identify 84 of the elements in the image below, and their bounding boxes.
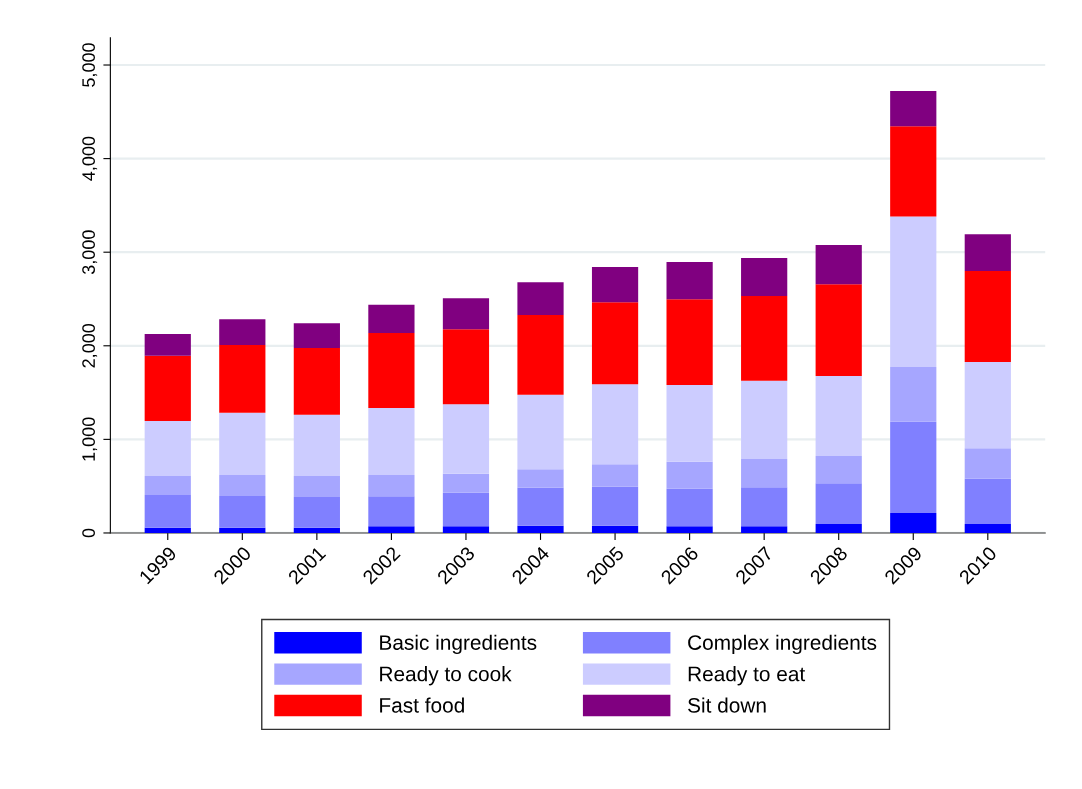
bar: [890, 126, 937, 217]
bar: [890, 512, 937, 533]
bar: [368, 408, 415, 475]
bar: [741, 258, 788, 296]
bar: [815, 483, 862, 524]
bar: [293, 527, 340, 533]
bar: [144, 475, 191, 495]
bar: [815, 284, 862, 377]
bar: [666, 299, 713, 385]
bar: [741, 296, 788, 381]
legend-label: Complex ingredients: [688, 634, 877, 655]
bar: [368, 496, 415, 527]
bar: [442, 492, 490, 527]
bar: [666, 461, 713, 489]
bar: [591, 302, 639, 385]
bar: [517, 394, 564, 470]
bar: [219, 474, 266, 496]
y-tick-label: 3,000: [82, 230, 98, 275]
y-tick-label: 2,000: [82, 323, 98, 368]
bar: [293, 347, 340, 415]
bar: [442, 404, 490, 474]
bar: [293, 323, 340, 348]
y-tick-label: 5,000: [82, 43, 98, 87]
bar: [964, 271, 1011, 362]
bar: [741, 487, 788, 527]
bar: [964, 478, 1011, 524]
bar: [815, 376, 862, 456]
bar: [368, 526, 415, 533]
bar: [293, 496, 340, 528]
bar: [890, 366, 937, 422]
bar: [591, 464, 639, 487]
bar: [964, 361, 1011, 449]
bar: [219, 412, 266, 475]
bar: [666, 488, 713, 527]
bar: [517, 315, 564, 395]
legend-label: Sit down: [688, 697, 766, 713]
bar: [964, 448, 1011, 479]
bar: [144, 333, 191, 356]
bar: [741, 458, 788, 488]
bar: [890, 421, 937, 513]
bar: [442, 329, 490, 405]
bar: [144, 355, 191, 421]
legend-label: Fast food: [380, 697, 464, 713]
bar: [741, 380, 788, 459]
y-tick-label: 0: [82, 528, 95, 538]
y-tick-label: 4,000: [82, 136, 98, 181]
bar: [666, 526, 713, 533]
bar: [293, 475, 340, 497]
bar: [293, 414, 340, 476]
bar: [964, 234, 1011, 272]
bar: [964, 523, 1011, 533]
bar: [890, 216, 937, 367]
y-tick-label: 1,000: [82, 417, 98, 461]
bar: [219, 496, 266, 528]
bar: [144, 420, 191, 476]
bar: [666, 385, 713, 462]
bar: [666, 262, 713, 300]
bar: [219, 345, 266, 413]
bar: [815, 523, 862, 533]
legend-label: Ready to cook: [380, 666, 512, 686]
bar: [517, 525, 564, 533]
bar: [517, 282, 564, 315]
bar: [591, 525, 639, 533]
bar: [144, 527, 191, 533]
bar: [219, 527, 266, 533]
bar: [144, 494, 191, 528]
bar: [890, 91, 937, 127]
bar: [815, 244, 862, 285]
bar: [442, 473, 490, 493]
legend-label: Basic ingredients: [380, 634, 537, 655]
bar: [517, 487, 564, 526]
bar: [368, 304, 415, 333]
bar: [741, 526, 788, 533]
legend-label: Ready to eat: [688, 666, 806, 686]
bar: [815, 455, 862, 484]
bar: [591, 266, 639, 303]
bar: [442, 526, 490, 533]
bar: [368, 332, 415, 409]
bar: [442, 298, 490, 330]
bar: [219, 319, 266, 346]
bar: [591, 384, 639, 465]
bar: [368, 474, 415, 497]
bar: [517, 469, 564, 488]
bar: [591, 486, 639, 526]
